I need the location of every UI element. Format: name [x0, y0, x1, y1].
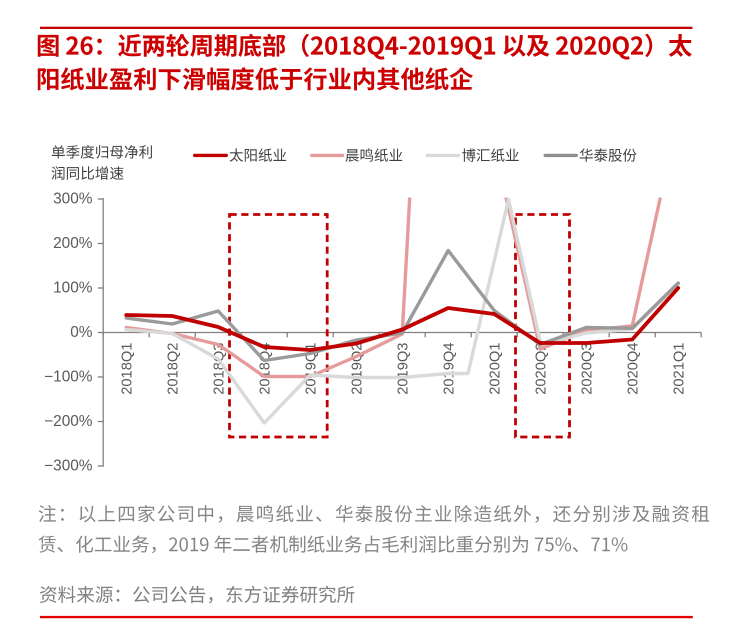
svg-text:2019Q2: 2019Q2 [349, 343, 365, 395]
svg-text:2020Q1: 2020Q1 [487, 343, 503, 395]
svg-text:−300%: −300% [44, 458, 93, 475]
svg-text:2018Q1: 2018Q1 [119, 343, 135, 395]
svg-text:−100%: −100% [44, 369, 93, 386]
svg-text:2018Q2: 2018Q2 [165, 343, 181, 395]
svg-text:2019Q3: 2019Q3 [395, 343, 411, 395]
svg-text:200%: 200% [53, 235, 93, 252]
svg-text:−200%: −200% [44, 413, 93, 430]
svg-text:100%: 100% [53, 280, 93, 297]
svg-text:2018Q4: 2018Q4 [257, 343, 273, 395]
svg-text:2019Q4: 2019Q4 [441, 343, 457, 395]
svg-text:2021Q1: 2021Q1 [671, 343, 687, 395]
svg-text:2020Q2: 2020Q2 [533, 343, 549, 395]
svg-text:2020Q3: 2020Q3 [579, 343, 595, 395]
svg-text:0%: 0% [70, 324, 93, 341]
svg-text:2020Q4: 2020Q4 [625, 343, 641, 395]
svg-text:300%: 300% [53, 191, 93, 208]
